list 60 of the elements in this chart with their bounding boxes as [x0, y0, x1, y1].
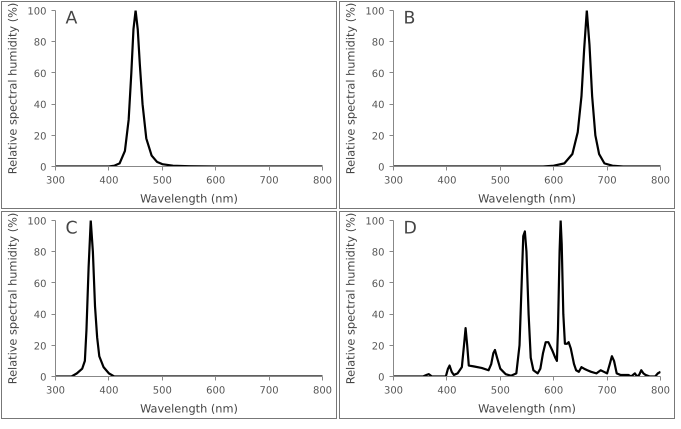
- chart-title: C: [66, 218, 78, 238]
- chart-title: A: [66, 8, 78, 28]
- x-tick-label: 800: [650, 176, 670, 186]
- x-tick-label: 700: [598, 176, 617, 186]
- x-tick-label: 300: [46, 386, 66, 396]
- y-tick-label: 60: [372, 68, 385, 80]
- x-tick-label: 800: [650, 386, 670, 396]
- x-axis-title: Wavelength (nm): [478, 402, 576, 416]
- x-axis-title: Wavelength (nm): [140, 192, 238, 206]
- x-tick-label: 400: [99, 176, 118, 186]
- x-tick-label: 400: [99, 386, 118, 396]
- y-axis-title: Relative spectral humidity (%): [343, 212, 358, 384]
- x-tick-label: 700: [598, 386, 617, 396]
- y-tick-label: 0: [378, 162, 385, 174]
- y-tick-label: 20: [34, 341, 47, 352]
- y-tick-label: 100: [27, 216, 47, 228]
- y-tick-label: 60: [372, 278, 385, 290]
- y-tick-label: 60: [34, 278, 47, 290]
- x-tick-label: 600: [544, 176, 564, 186]
- y-tick-label: 0: [40, 162, 47, 174]
- y-tick-label: 80: [34, 248, 47, 259]
- y-axis-title: Relative spectral humidity (%): [5, 212, 20, 384]
- y-tick-label: 0: [378, 372, 385, 384]
- x-tick-label: 500: [490, 386, 510, 396]
- chart-title: D: [404, 218, 417, 238]
- x-tick-label: 300: [384, 386, 404, 396]
- y-axis-title: Relative spectral humidity (%): [343, 2, 358, 174]
- x-tick-label: 600: [206, 176, 226, 186]
- y-tick-label: 80: [372, 38, 385, 49]
- y-axis-title: Relative spectral humidity (%): [5, 2, 20, 174]
- y-tick-label: 40: [34, 100, 47, 112]
- y-tick-label: 40: [372, 100, 385, 112]
- y-tick-label: 0: [40, 372, 47, 384]
- y-tick-label: 60: [34, 68, 47, 80]
- chart-title: B: [404, 8, 416, 28]
- y-tick-label: 20: [34, 131, 47, 142]
- y-tick-label: 80: [372, 248, 385, 259]
- x-tick-label: 400: [437, 386, 456, 396]
- y-tick-label: 20: [372, 341, 385, 352]
- y-tick-label: 40: [34, 310, 47, 322]
- x-tick-label: 800: [312, 176, 332, 186]
- x-tick-label: 500: [152, 386, 172, 396]
- y-tick-label: 40: [372, 310, 385, 322]
- x-tick-label: 600: [544, 386, 564, 396]
- x-tick-label: 300: [384, 176, 404, 186]
- x-tick-label: 500: [152, 176, 172, 186]
- y-tick-label: 100: [365, 216, 385, 228]
- x-tick-label: 800: [312, 386, 332, 396]
- x-tick-label: 700: [260, 386, 279, 396]
- x-tick-label: 400: [437, 176, 456, 186]
- x-tick-label: 300: [46, 176, 66, 186]
- x-tick-label: 500: [490, 176, 510, 186]
- x-tick-label: 600: [206, 386, 226, 396]
- x-axis-title: Wavelength (nm): [478, 192, 576, 206]
- y-tick-label: 20: [372, 131, 385, 142]
- x-tick-label: 700: [260, 176, 279, 186]
- y-tick-label: 80: [34, 38, 47, 49]
- y-tick-label: 100: [365, 6, 385, 18]
- x-axis-title: Wavelength (nm): [140, 402, 238, 416]
- y-tick-label: 100: [27, 6, 47, 18]
